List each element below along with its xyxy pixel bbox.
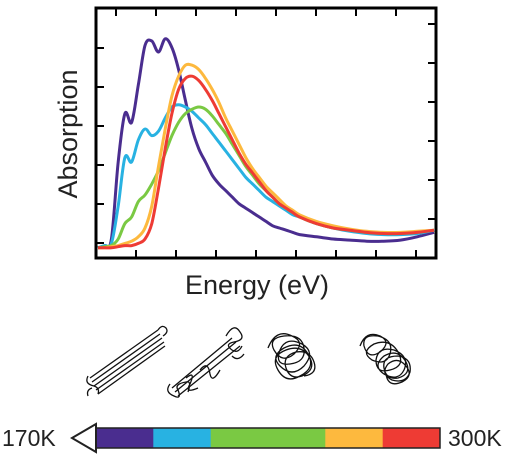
chain-conformation-coiled-icon <box>267 333 316 380</box>
plot-frame <box>94 6 438 260</box>
temperature-segment-1 <box>96 428 154 448</box>
temperature-segment-3 <box>210 428 269 448</box>
y-ticks-right <box>428 23 436 220</box>
temperature-high-label: 300K <box>448 425 502 451</box>
temperature-segment-6 <box>382 428 441 448</box>
temperature-low-label: 170K <box>2 425 56 451</box>
series-line-3 <box>97 105 435 250</box>
series-line-2 <box>97 103 435 250</box>
series-line-1 <box>97 37 435 250</box>
chain-conformation-extended-icon <box>86 325 168 397</box>
series-line-4 <box>97 62 435 250</box>
x-ticks-top <box>115 8 397 16</box>
series-layer <box>97 37 435 250</box>
chain-conformation-partially-folded-icon <box>167 327 245 398</box>
temperature-segment-2 <box>153 428 212 448</box>
temperature-segment-5 <box>325 428 384 448</box>
chain-conformation-random-coil-icon <box>359 333 411 385</box>
x-ticks-bottom <box>135 250 417 258</box>
y-axis-label: Absorption <box>53 69 83 198</box>
temperature-bar-outline <box>95 427 441 449</box>
y-ticks-left <box>96 47 104 244</box>
temperature-segment-4 <box>268 428 326 448</box>
x-axis-label: Energy (eV) <box>185 270 329 300</box>
series-line-5 <box>98 74 435 250</box>
temperature-scale-bar <box>96 428 441 448</box>
temperature-arrow-head <box>70 422 97 454</box>
